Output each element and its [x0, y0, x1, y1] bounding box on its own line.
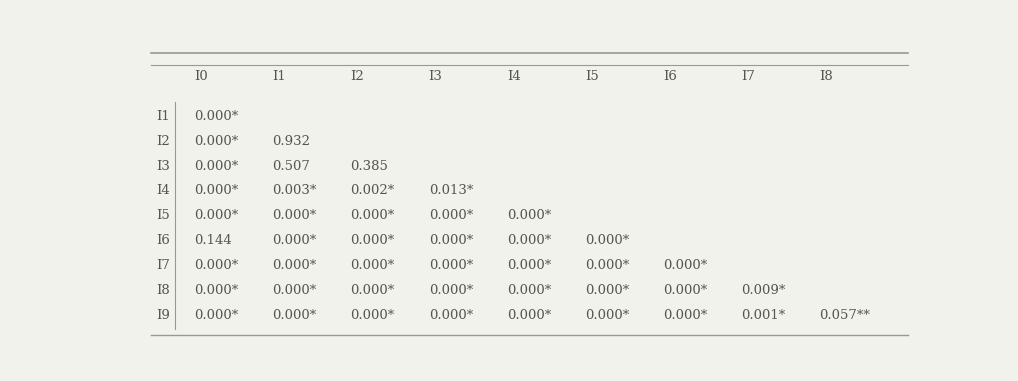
Text: 0.001*: 0.001*	[741, 309, 785, 322]
Text: I8: I8	[157, 284, 170, 297]
Text: 0.000*: 0.000*	[350, 309, 395, 322]
Text: I3: I3	[157, 160, 170, 173]
Text: 0.000*: 0.000*	[273, 284, 317, 297]
Text: 0.000*: 0.000*	[273, 309, 317, 322]
Text: 0.507: 0.507	[273, 160, 310, 173]
Text: 0.000*: 0.000*	[429, 210, 473, 223]
Text: 0.000*: 0.000*	[273, 210, 317, 223]
Text: I3: I3	[429, 70, 443, 83]
Text: 0.000*: 0.000*	[663, 259, 708, 272]
Text: 0.003*: 0.003*	[273, 184, 317, 197]
Text: 0.000*: 0.000*	[194, 160, 238, 173]
Text: 0.009*: 0.009*	[741, 284, 786, 297]
Text: 0.000*: 0.000*	[194, 309, 238, 322]
Text: 0.000*: 0.000*	[663, 284, 708, 297]
Text: I8: I8	[819, 70, 833, 83]
Text: 0.000*: 0.000*	[429, 309, 473, 322]
Text: I0: I0	[194, 70, 208, 83]
Text: 0.000*: 0.000*	[507, 284, 551, 297]
Text: 0.000*: 0.000*	[584, 284, 629, 297]
Text: 0.000*: 0.000*	[507, 309, 551, 322]
Text: 0.000*: 0.000*	[350, 259, 395, 272]
Text: I1: I1	[157, 110, 170, 123]
Text: 0.000*: 0.000*	[350, 284, 395, 297]
Text: 0.000*: 0.000*	[350, 210, 395, 223]
Text: 0.000*: 0.000*	[584, 259, 629, 272]
Text: 0.000*: 0.000*	[507, 210, 551, 223]
Text: 0.000*: 0.000*	[194, 110, 238, 123]
Text: 0.000*: 0.000*	[273, 259, 317, 272]
Text: 0.000*: 0.000*	[429, 259, 473, 272]
Text: I7: I7	[741, 70, 755, 83]
Text: 0.000*: 0.000*	[584, 234, 629, 247]
Text: I2: I2	[157, 134, 170, 147]
Text: 0.000*: 0.000*	[194, 134, 238, 147]
Text: I5: I5	[584, 70, 599, 83]
Text: 0.057**: 0.057**	[819, 309, 870, 322]
Text: 0.385: 0.385	[350, 160, 389, 173]
Text: 0.000*: 0.000*	[194, 184, 238, 197]
Text: 0.000*: 0.000*	[350, 234, 395, 247]
Text: I7: I7	[157, 259, 170, 272]
Text: 0.000*: 0.000*	[194, 284, 238, 297]
Text: 0.000*: 0.000*	[663, 309, 708, 322]
Text: I4: I4	[157, 184, 170, 197]
Text: I4: I4	[507, 70, 520, 83]
Text: 0.000*: 0.000*	[429, 234, 473, 247]
Text: 0.000*: 0.000*	[507, 259, 551, 272]
Text: I6: I6	[663, 70, 677, 83]
Text: 0.002*: 0.002*	[350, 184, 395, 197]
Text: I1: I1	[273, 70, 286, 83]
Text: I2: I2	[350, 70, 364, 83]
Text: 0.000*: 0.000*	[194, 210, 238, 223]
Text: 0.000*: 0.000*	[194, 259, 238, 272]
Text: 0.932: 0.932	[273, 134, 310, 147]
Text: I9: I9	[157, 309, 170, 322]
Text: 0.000*: 0.000*	[429, 284, 473, 297]
Text: 0.000*: 0.000*	[584, 309, 629, 322]
Text: 0.013*: 0.013*	[429, 184, 473, 197]
Text: 0.144: 0.144	[194, 234, 232, 247]
Text: 0.000*: 0.000*	[273, 234, 317, 247]
Text: 0.000*: 0.000*	[507, 234, 551, 247]
Text: I5: I5	[157, 210, 170, 223]
Text: I6: I6	[157, 234, 170, 247]
